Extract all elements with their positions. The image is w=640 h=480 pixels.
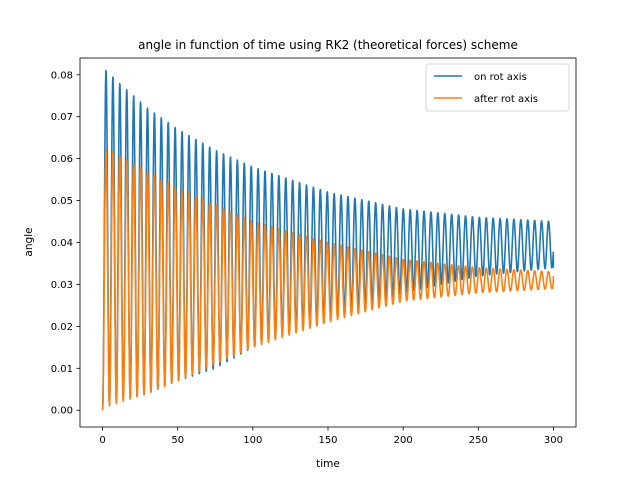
y-tick-label: 0.03: [51, 280, 73, 291]
y-tick-label: 0.08: [51, 70, 73, 81]
plot-area: [101, 69, 555, 411]
x-tick-label: 300: [544, 435, 563, 446]
y-tick-label: 0.00: [51, 406, 73, 417]
y-tick-label: 0.07: [51, 112, 73, 123]
x-tick-label: 50: [171, 435, 184, 446]
legend-entry: after rot axis: [474, 94, 538, 105]
x-tick-label: 150: [318, 435, 337, 446]
chart-title: angle in function of time using RK2 (the…: [138, 38, 518, 52]
x-tick-label: 200: [394, 435, 413, 446]
y-tick-label: 0.04: [51, 238, 73, 249]
x-axis: 0 50 100 150 200 250 300: [99, 427, 563, 446]
x-tick-label: 250: [469, 435, 488, 446]
y-tick-label: 0.01: [51, 364, 73, 375]
y-axis-label: angle: [23, 227, 35, 256]
legend: on rot axis after rot axis: [425, 63, 570, 112]
series-line-1: [101, 149, 555, 411]
x-axis-label: time: [316, 458, 340, 470]
y-tick-label: 0.05: [51, 196, 73, 207]
x-tick-label: 0: [99, 435, 105, 446]
legend-entry: on rot axis: [474, 72, 527, 83]
y-tick-label: 0.06: [51, 154, 73, 165]
x-tick-label: 100: [243, 435, 262, 446]
y-tick-label: 0.02: [51, 322, 73, 333]
y-axis: 0.00 0.01 0.02 0.03 0.04 0.05 0.06 0.07 0.08: [51, 70, 80, 417]
